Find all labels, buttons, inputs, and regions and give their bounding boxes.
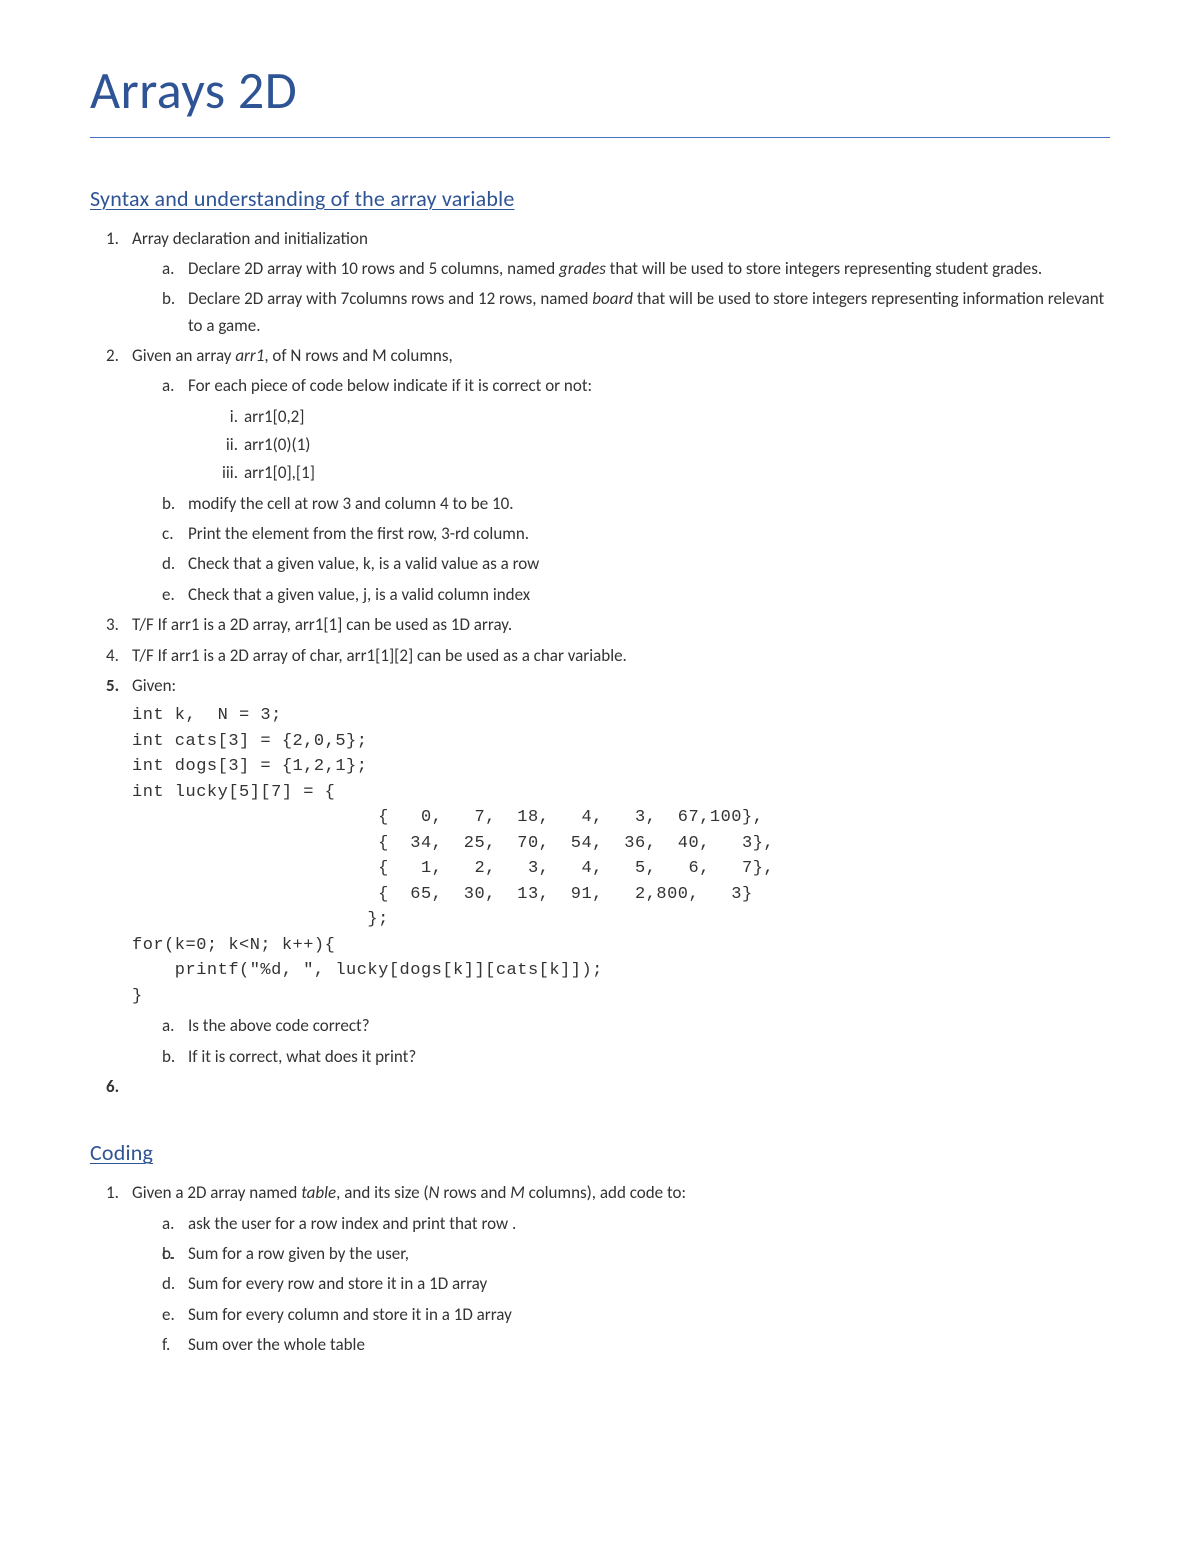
q2-a-iii: iii. arr1[0],[1]	[244, 460, 1110, 486]
q1-a: a. Declare 2D array with 10 rows and 5 c…	[188, 256, 1110, 282]
q5-code-block: int k, N = 3; int cats[3] = {2,0,5}; int…	[132, 703, 1110, 1009]
document-title: Arrays 2D	[90, 50, 1110, 138]
section-heading-coding: Coding	[90, 1136, 1110, 1170]
text-em: grades	[559, 258, 606, 279]
alpha-marker: a.	[162, 1211, 174, 1237]
text-post: , of N rows and M columns,	[264, 345, 452, 366]
q2-sublist: a. For each piece of code below indicate…	[132, 373, 1110, 608]
q2-a-sublist: i. arr1[0,2] ii. arr1(0)(1) iii. arr1[0]…	[188, 404, 1110, 487]
code-inline: arr1[0,2]	[244, 406, 305, 427]
q2: 2. Given an array arr1, of N rows and M …	[132, 343, 1110, 608]
q5-b: b. If it is correct, what does it print?	[188, 1044, 1110, 1070]
num-marker: 3.	[106, 612, 119, 638]
roman-marker: i.	[212, 404, 238, 430]
text-pre: Given a 2D array named	[132, 1182, 301, 1203]
coding-q1-c: c. Sum for a row given by the user,	[188, 1241, 1110, 1267]
item-text: Sum for a row given by the user,	[188, 1243, 409, 1264]
coding-q1-sublist: a. ask the user for a row index and prin…	[132, 1211, 1110, 1359]
text-em: board	[592, 288, 633, 309]
alpha-marker: e.	[162, 582, 175, 608]
text-em: arr1	[235, 345, 264, 366]
q5-label: Given:	[132, 675, 176, 696]
q5-a: a. Is the above code correct?	[188, 1013, 1110, 1039]
alpha-marker: b.	[162, 491, 175, 517]
coding-q1-e: e. Sum for every column and store it in …	[188, 1302, 1110, 1328]
item-text: Sum for every row and store it in a 1D a…	[188, 1273, 487, 1294]
alpha-marker: a.	[162, 1013, 174, 1039]
section2-list: 1. Given a 2D array named table, and its…	[90, 1180, 1110, 1358]
q2-c: c. Print the element from the first row,…	[188, 521, 1110, 547]
q5-b-text: If it is correct, what does it print?	[188, 1046, 416, 1067]
text-em: N	[429, 1182, 440, 1203]
coding-q1-a: a. ask the user for a row index and prin…	[188, 1211, 1110, 1237]
q6-marker: 6.	[90, 1074, 1110, 1100]
text-em: table	[301, 1182, 336, 1203]
section1-list: 1. Array declaration and initialization …	[90, 226, 1110, 700]
coding-q1-f: f. Sum over the whole table	[188, 1332, 1110, 1358]
coding-q1: 1. Given a 2D array named table, and its…	[132, 1180, 1110, 1358]
text-pre: Declare 2D array with 10 rows and 5 colu…	[188, 258, 559, 279]
item-text: Sum for every column and store it in a 1…	[188, 1304, 512, 1325]
text-post: columns), add code to:	[525, 1182, 686, 1203]
q4-text: T/F If arr1 is a 2D array of char, arr1[…	[132, 645, 627, 666]
q1: 1. Array declaration and initialization …	[132, 226, 1110, 339]
num-marker: 2.	[106, 343, 119, 369]
alpha-marker: f.	[162, 1332, 170, 1358]
section-heading-syntax: Syntax and understanding of the array va…	[90, 182, 1110, 216]
text-pre: Declare 2D array with 7columns rows and …	[188, 288, 592, 309]
num-marker: 4.	[106, 643, 119, 669]
code-inline: arr1[0],[1]	[244, 462, 315, 483]
text-mid: rows and	[440, 1182, 511, 1203]
alpha-marker: d.	[162, 1271, 175, 1297]
alpha-marker: a.	[162, 373, 174, 399]
q5-wrapper: a. Is the above code correct? b. If it i…	[132, 1013, 1110, 1070]
item-text: ask the user for a row index and print t…	[188, 1213, 516, 1234]
text-em: M	[510, 1182, 525, 1203]
q2-b: b. modify the cell at row 3 and column 4…	[188, 491, 1110, 517]
num-marker: 1.	[106, 226, 119, 252]
alpha-marker: c.	[162, 1241, 173, 1267]
text-post: that will be used to store integers repr…	[606, 258, 1042, 279]
text-pre: Given an array	[132, 345, 235, 366]
q5-after: a. Is the above code correct? b. If it i…	[90, 1013, 1110, 1070]
alpha-marker: e.	[162, 1302, 175, 1328]
q5: 5. Given:	[132, 673, 1110, 699]
text-mid: , and its size (	[336, 1182, 428, 1203]
roman-marker: ii.	[212, 432, 238, 458]
q2-e-text: Check that a given value, j, is a valid …	[188, 584, 530, 605]
q2-b-text: modify the cell at row 3 and column 4 to…	[188, 493, 514, 514]
q2-a: a. For each piece of code below indicate…	[188, 373, 1110, 486]
q2-c-text: Print the element from the first row, 3-…	[188, 523, 529, 544]
num-marker: 1.	[106, 1180, 119, 1206]
q1-sublist: a. Declare 2D array with 10 rows and 5 c…	[132, 256, 1110, 339]
q1-text: Array declaration and initialization	[132, 228, 368, 249]
q2-d: d. Check that a given value, k, is a val…	[188, 551, 1110, 577]
item-text: Sum over the whole table	[188, 1334, 365, 1355]
alpha-marker: c.	[162, 521, 173, 547]
q4: 4. T/F If arr1 is a 2D array of char, ar…	[132, 643, 1110, 669]
q3-text: T/F If arr1 is a 2D array, arr1[1] can b…	[132, 614, 512, 635]
q1-b: b. Declare 2D array with 7columns rows a…	[188, 286, 1110, 339]
q2-a-i: i. arr1[0,2]	[244, 404, 1110, 430]
q5-sublist: a. Is the above code correct? b. If it i…	[132, 1013, 1110, 1070]
alpha-marker: d.	[162, 551, 175, 577]
alpha-marker: b.	[162, 1044, 175, 1070]
alpha-marker: a.	[162, 256, 174, 282]
q2-a-text: For each piece of code below indicate if…	[188, 375, 592, 396]
roman-marker: iii.	[212, 460, 238, 486]
num-marker: 5.	[106, 673, 119, 699]
code-inline: arr1(0)(1)	[244, 434, 310, 455]
q3: 3. T/F If arr1 is a 2D array, arr1[1] ca…	[132, 612, 1110, 638]
q2-e: e. Check that a given value, j, is a val…	[188, 582, 1110, 608]
q5-a-text: Is the above code correct?	[188, 1015, 370, 1036]
q2-a-ii: ii. arr1(0)(1)	[244, 432, 1110, 458]
coding-q1-d: d. Sum for every row and store it in a 1…	[188, 1271, 1110, 1297]
alpha-marker: b.	[162, 286, 175, 312]
q2-d-text: Check that a given value, k, is a valid …	[188, 553, 539, 574]
